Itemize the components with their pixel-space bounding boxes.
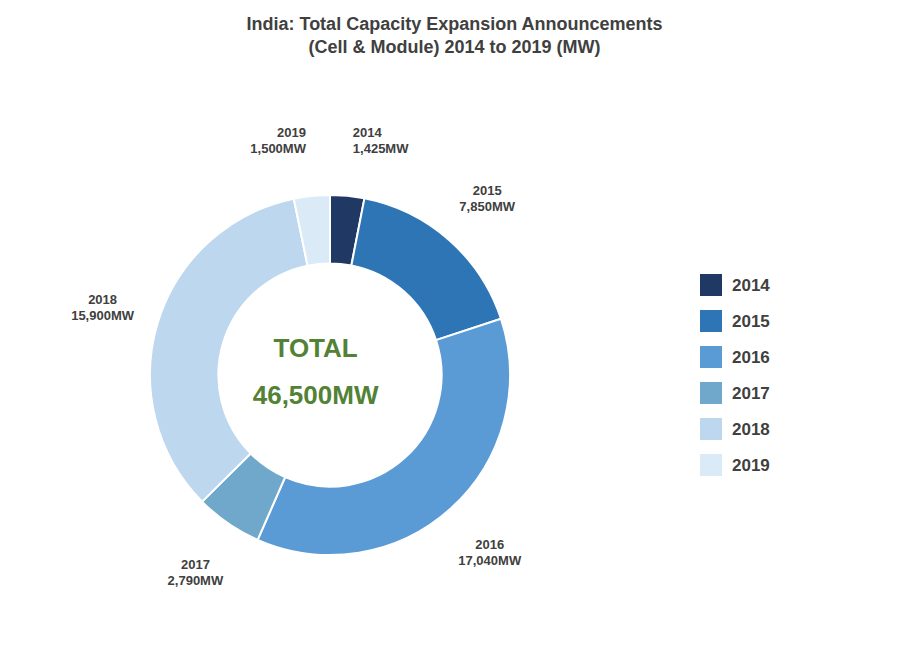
slices	[150, 195, 510, 555]
center-annotation: TOTAL	[273, 333, 357, 363]
legend-swatch	[700, 454, 722, 476]
legend-label: 2015	[732, 312, 770, 331]
data-label-value: 2,790MW	[168, 573, 224, 588]
data-label-value: 15,900MW	[71, 308, 135, 323]
title: India: Total Capacity Expansion Announce…	[246, 14, 662, 57]
data-label-category: 2019	[277, 125, 306, 140]
legend-swatch	[700, 274, 722, 296]
title-line: India: Total Capacity Expansion Announce…	[246, 14, 662, 34]
data-label-category: 2017	[181, 557, 210, 572]
data-label: 20141,425MW	[353, 125, 409, 156]
data-label-value: 17,040MW	[458, 553, 522, 568]
legend-label: 2016	[732, 348, 770, 367]
data-label: 20172,790MW	[168, 557, 224, 588]
data-label-value: 1,500MW	[250, 141, 306, 156]
chart: India: Total Capacity Expansion Announce…	[0, 0, 909, 661]
legend-label: 2018	[732, 420, 770, 439]
slice	[351, 198, 501, 340]
legend-label: 2014	[732, 276, 770, 295]
data-label-category: 2016	[475, 537, 504, 552]
data-label-category: 2014	[353, 125, 383, 140]
slice	[258, 319, 510, 555]
center-annotation: 46,500MW	[253, 380, 379, 410]
data-label-value: 7,850MW	[459, 199, 515, 214]
legend: 2014 2015 2016 2017 2018 2019	[700, 274, 770, 476]
data-label: 20157,850MW	[459, 183, 515, 214]
legend-label: 2019	[732, 456, 770, 475]
legend-swatch	[700, 310, 722, 332]
legend-swatch	[700, 346, 722, 368]
title-line: (Cell & Module) 2014 to 2019 (MW)	[308, 37, 600, 57]
data-label: 201815,900MW	[71, 292, 135, 323]
data-label-value: 1,425MW	[353, 141, 409, 156]
data-labels: 20141,425MW 20157,850MW 201617,040MW 20172,…	[71, 125, 522, 588]
legend-swatch	[700, 418, 722, 440]
data-label-category: 2015	[473, 183, 502, 198]
data-label-category: 2018	[88, 292, 117, 307]
slice	[294, 195, 330, 266]
data-label: 201617,040MW	[458, 537, 522, 568]
legend-swatch	[700, 382, 722, 404]
legend-label: 2017	[732, 384, 770, 403]
data-label: 20191,500MW	[250, 125, 306, 156]
